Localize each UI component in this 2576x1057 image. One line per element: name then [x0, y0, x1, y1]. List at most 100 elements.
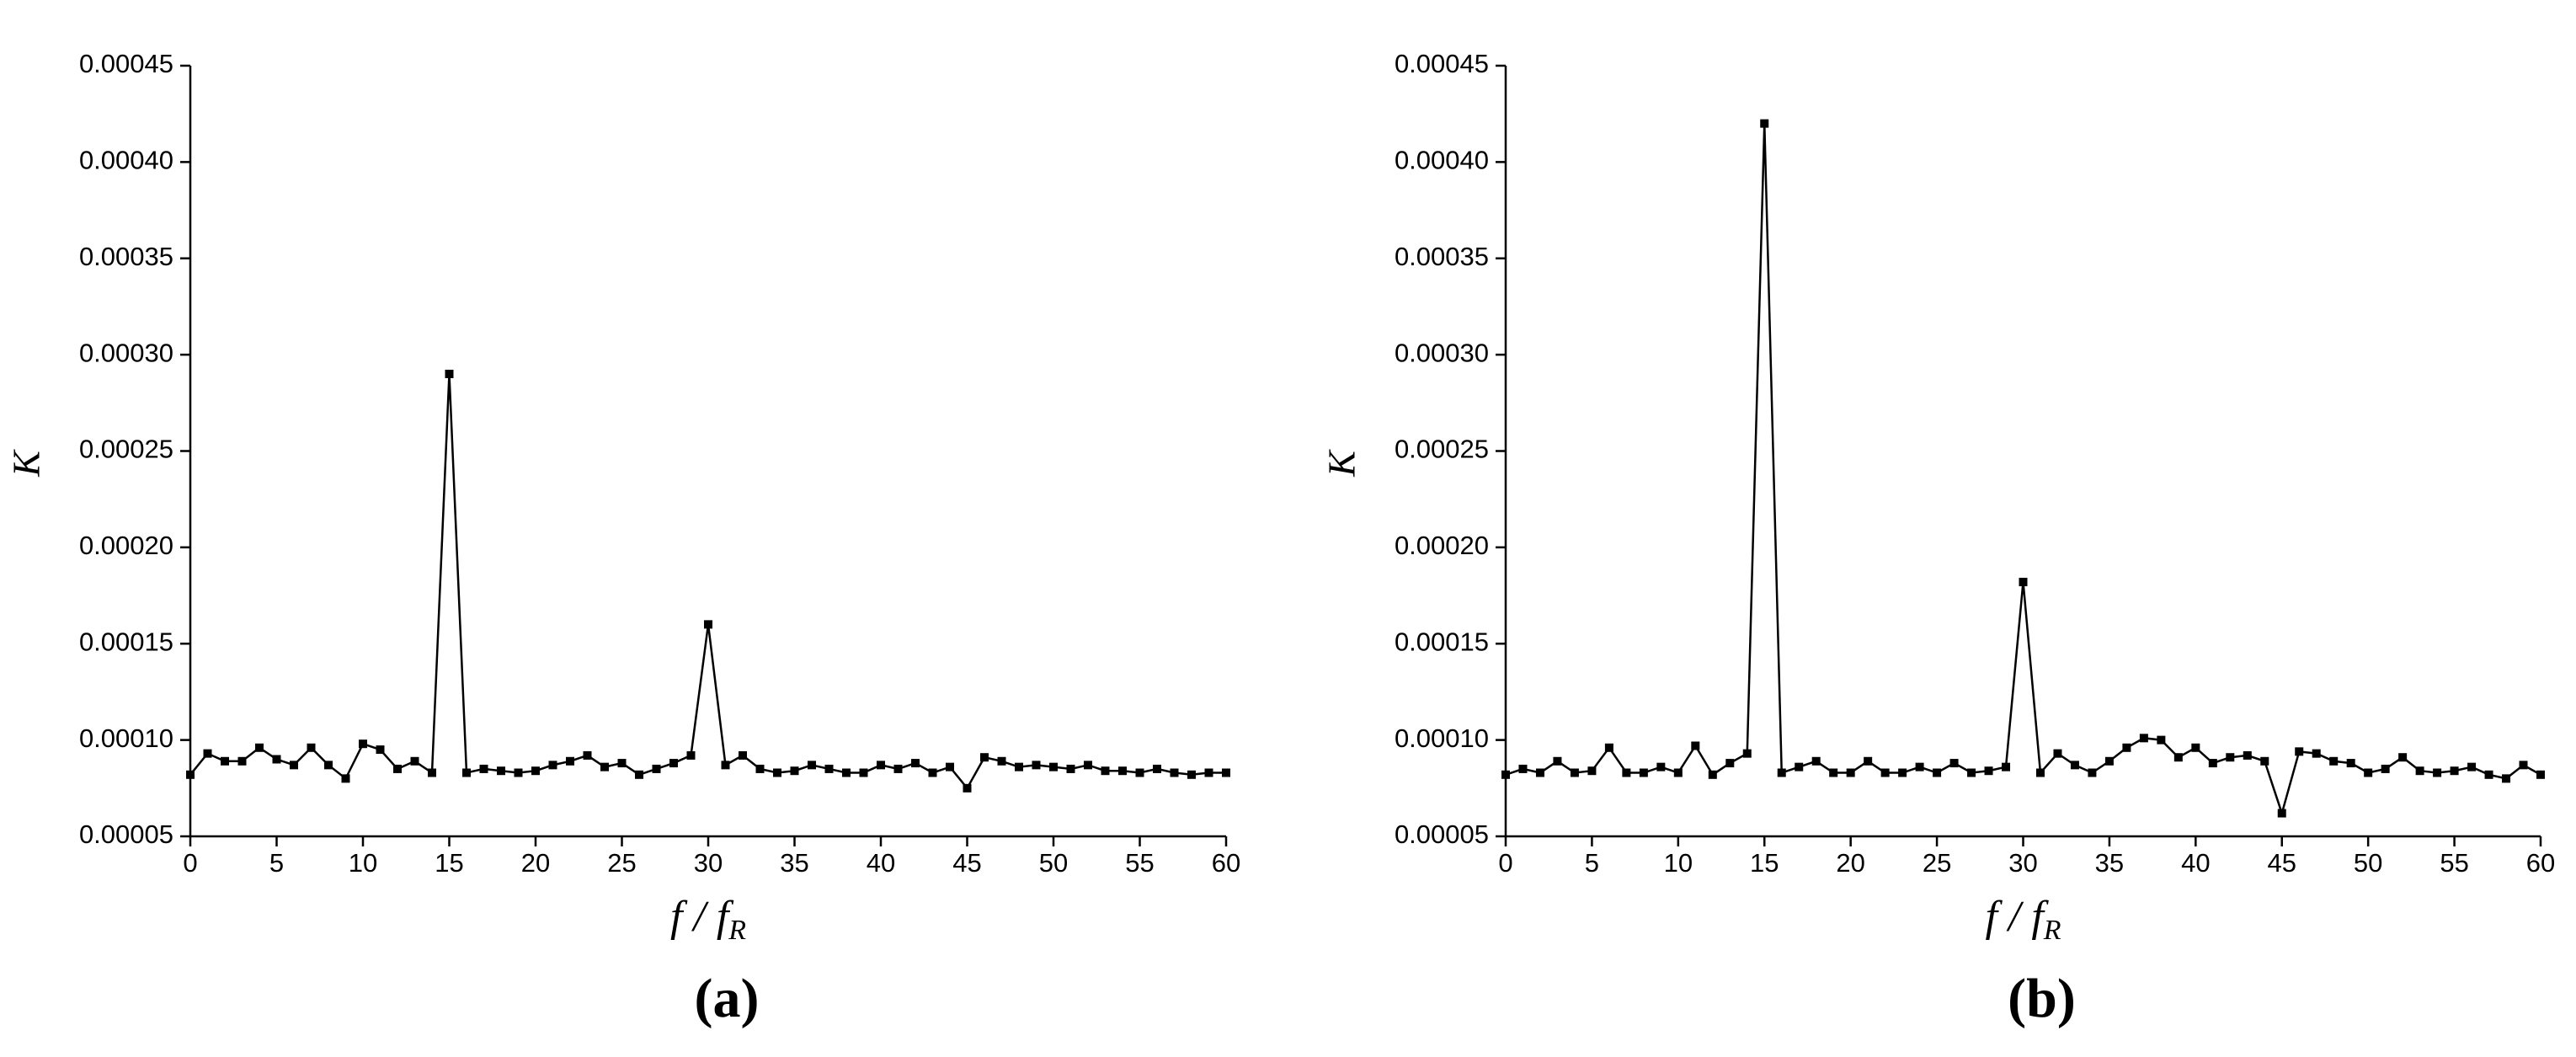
data-point: [1708, 770, 1717, 779]
data-point: [1604, 743, 1613, 752]
x-tick-label: 10: [1664, 848, 1693, 878]
data-point: [272, 755, 281, 764]
data-point: [1984, 766, 1993, 776]
data-point: [1153, 764, 1161, 773]
data-point: [2139, 734, 2148, 743]
data-point: [548, 761, 557, 770]
data-point: [1032, 761, 1041, 770]
data-point: [479, 764, 488, 773]
data-point: [617, 759, 627, 768]
y-tick-label: 0.00030: [79, 338, 173, 367]
data-point: [1933, 768, 1942, 777]
data-point: [1049, 762, 1058, 771]
data-point: [686, 750, 696, 760]
data-point: [790, 766, 799, 776]
data-point: [1967, 768, 1976, 777]
data-point: [1639, 768, 1648, 777]
data-point: [669, 759, 678, 768]
y-tick-label: 0.00035: [1395, 242, 1489, 271]
data-point: [1518, 764, 1528, 773]
data-point: [1691, 741, 1700, 750]
data-point: [237, 756, 247, 766]
x-tick-label: 5: [1585, 848, 1599, 878]
y-tick-label: 0.00035: [79, 242, 173, 271]
x-axis-label-main: f / f: [670, 893, 734, 941]
x-tick-label: 50: [1039, 848, 1068, 878]
data-point: [1501, 770, 1510, 779]
x-tick-label: 50: [2354, 848, 2382, 878]
data-point: [928, 768, 937, 777]
data-point: [1673, 768, 1683, 777]
x-tick-label: 0: [1498, 848, 1512, 878]
y-tick-label: 0.00005: [1395, 819, 1489, 849]
x-tick-label: 35: [780, 848, 808, 878]
data-point: [2157, 735, 2166, 745]
data-point: [2484, 770, 2493, 779]
y-tick-label: 0.00015: [1395, 627, 1489, 656]
y-axis-label: K: [5, 449, 48, 478]
data-point: [566, 756, 574, 766]
data-point: [307, 743, 316, 752]
data-point: [1553, 756, 1562, 766]
data-point: [1535, 768, 1544, 777]
data-point: [2295, 747, 2304, 756]
data-point: [1864, 756, 1873, 766]
data-point: [600, 762, 609, 771]
data-point: [911, 759, 920, 768]
x-tick-label: 35: [2095, 848, 2124, 878]
data-point: [1725, 759, 1735, 768]
chart-panel: 0.00005 0.00010 0.00015 0.00020 0.00025 0.000…: [1320, 49, 2556, 1029]
panel-label: (a): [695, 968, 760, 1029]
data-point: [359, 739, 367, 749]
data-point: [376, 745, 385, 755]
data-point: [2329, 756, 2339, 766]
data-point: [1101, 766, 1110, 776]
data-point: [773, 768, 781, 777]
data-point: [1187, 770, 1196, 779]
chart-panel: 0.00005 0.00010 0.00015 0.00020 0.00025 0.000…: [5, 49, 1241, 1029]
data-point: [393, 764, 402, 773]
data-point: [445, 370, 454, 378]
data-point: [2433, 768, 2442, 777]
x-axis-label-subscript: R: [2043, 915, 2061, 946]
data-point: [1015, 762, 1023, 771]
x-tick-label: 25: [1923, 848, 1951, 878]
x-tick-label: 40: [2181, 848, 2210, 878]
data-point: [1084, 761, 1092, 770]
x-tick-label: 45: [2268, 848, 2296, 878]
x-tick-label: 55: [1125, 848, 1154, 878]
data-point: [186, 770, 195, 779]
data-point: [1880, 768, 1890, 777]
x-tick-label: 60: [2526, 848, 2555, 878]
data-point: [2173, 753, 2183, 762]
data-point: [721, 761, 730, 770]
data-point: [203, 749, 212, 758]
y-tick-label: 0.00010: [79, 723, 173, 753]
x-tick-label: 40: [867, 848, 895, 878]
data-point: [2122, 743, 2131, 752]
x-tick-label: 25: [607, 848, 636, 878]
x-tick-label: 60: [1212, 848, 1240, 878]
y-tick-label: 0.00025: [1395, 435, 1489, 464]
data-point: [2312, 749, 2321, 758]
data-point: [2208, 759, 2217, 768]
data-point: [290, 761, 298, 770]
y-tick-label: 0.00005: [79, 819, 173, 849]
data-point: [324, 761, 333, 770]
data-point: [497, 766, 505, 776]
data-point: [877, 761, 885, 770]
y-tick-label: 0.00040: [79, 146, 173, 175]
x-axis-label: f / fR: [1985, 893, 2061, 946]
data-point: [1811, 756, 1821, 766]
data-point: [2536, 770, 2545, 779]
data-point: [1587, 766, 1597, 776]
y-tick-label: 0.00030: [1395, 338, 1489, 367]
data-point: [2088, 768, 2097, 777]
x-axis-label: f / fR: [670, 893, 746, 946]
data-point: [824, 764, 834, 773]
data-point: [514, 768, 523, 777]
data-point: [1915, 762, 1924, 771]
data-point: [1760, 119, 1769, 128]
data-point: [2191, 743, 2200, 752]
